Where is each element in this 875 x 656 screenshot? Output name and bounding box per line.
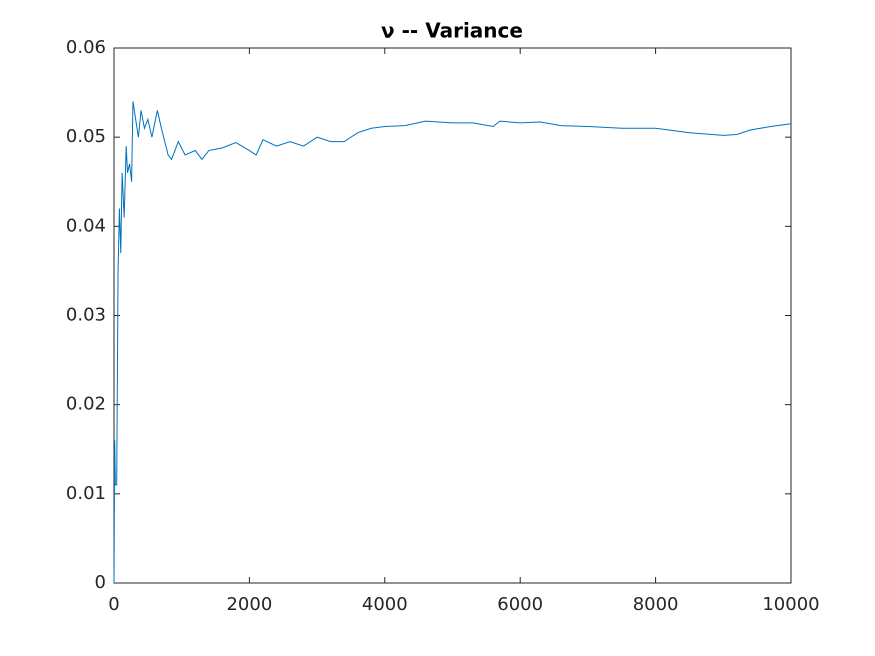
data-line xyxy=(113,101,792,584)
chart-title: ν -- Variance xyxy=(381,19,523,43)
y-tick-label: 0.04 xyxy=(66,215,106,236)
y-tick-label: 0.02 xyxy=(66,394,106,415)
y-tick-label: 0.05 xyxy=(66,126,106,147)
x-tick-label: 4000 xyxy=(362,594,408,615)
x-tick-label: 10000 xyxy=(762,594,819,615)
y-tick-label: 0 xyxy=(95,572,106,593)
x-tick-label: 0 xyxy=(108,594,119,615)
y-tick-label: 0.01 xyxy=(66,483,106,504)
y-tick-label: 0.06 xyxy=(66,37,106,58)
x-tick-label: 8000 xyxy=(633,594,679,615)
x-tick-label: 6000 xyxy=(497,594,543,615)
y-tick-label: 0.03 xyxy=(66,305,106,326)
x-tick-label: 2000 xyxy=(226,594,272,615)
